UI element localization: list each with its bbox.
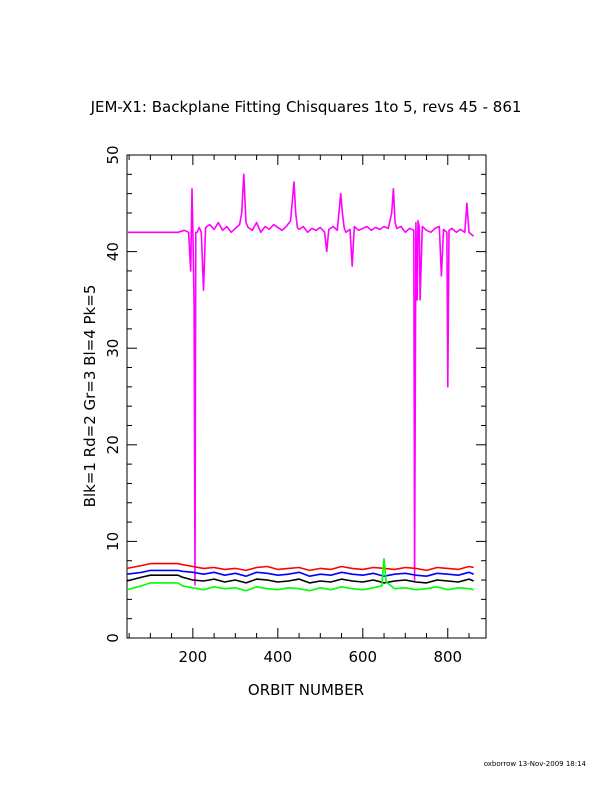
y-tick-label: 20 [104,435,122,454]
series-line-5 [126,557,474,592]
y-tick-label: 30 [104,339,122,358]
series-line-1 [127,173,475,586]
x-tick-label: 600 [348,648,377,666]
y-tick-label: 0 [104,633,122,643]
y-tick-label: 10 [104,532,122,551]
y-axis-label: Blk=1 Rd=2 Gr=3 Bl=4 Pk=5 [81,285,99,508]
chart-title: JEM-X1: Backplane Fitting Chisquares 1to… [90,98,522,116]
tick-labels: 200 400 600 800 0 10 20 30 40 50 [104,145,462,666]
y-tick-label: 50 [104,145,122,164]
series-line-2 [126,562,474,572]
series-lines [126,173,475,592]
footer-credit: oxborrow 13-Nov-2009 18:14 [484,760,587,768]
y-tick-label: 40 [104,242,122,261]
x-axis-label: ORBIT NUMBER [248,681,364,699]
series-line-4 [126,574,474,584]
x-tick-label: 200 [179,648,208,666]
x-tick-label: 800 [433,648,462,666]
series-line-3 [126,569,474,578]
plot-frame [126,154,487,639]
axis-ticks [127,154,486,639]
x-tick-label: 400 [264,648,293,666]
